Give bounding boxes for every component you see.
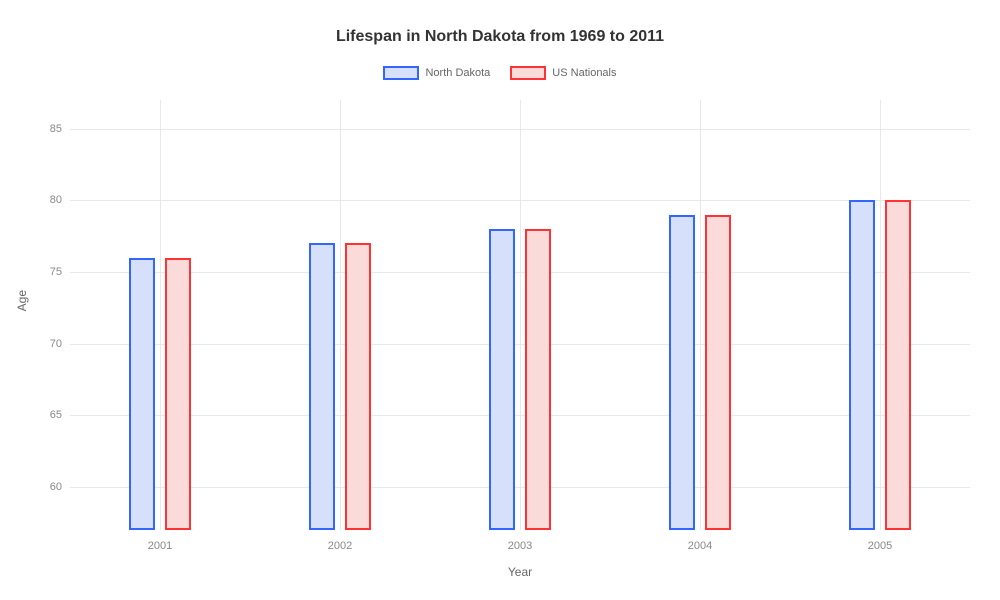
legend-label: US Nationals	[552, 67, 616, 79]
legend-item-us-nationals: US Nationals	[510, 66, 616, 80]
gridline-vertical	[700, 100, 701, 530]
y-tick-label: 65	[32, 409, 62, 421]
bar	[705, 215, 731, 530]
x-tick-label: 2001	[148, 540, 172, 552]
y-axis-label: Age	[15, 290, 29, 311]
legend-swatch	[510, 66, 546, 80]
chart-plot-area: 60657075808520012002200320042005	[70, 100, 970, 530]
legend-label: North Dakota	[425, 67, 490, 79]
x-axis-label: Year	[70, 565, 970, 579]
gridline-vertical	[880, 100, 881, 530]
bar	[309, 243, 335, 530]
bar	[525, 229, 551, 530]
y-tick-label: 60	[32, 481, 62, 493]
x-tick-label: 2004	[688, 540, 712, 552]
gridline-vertical	[340, 100, 341, 530]
y-tick-label: 75	[32, 266, 62, 278]
gridline-vertical	[520, 100, 521, 530]
chart-title: Lifespan in North Dakota from 1969 to 20…	[0, 0, 1000, 46]
legend: North Dakota US Nationals	[0, 66, 1000, 80]
bar	[165, 258, 191, 530]
bar	[129, 258, 155, 530]
x-tick-label: 2005	[868, 540, 892, 552]
bar	[489, 229, 515, 530]
bar	[849, 200, 875, 530]
bar	[885, 200, 911, 530]
y-tick-label: 70	[32, 338, 62, 350]
y-tick-label: 85	[32, 123, 62, 135]
gridline-vertical	[160, 100, 161, 530]
bar	[345, 243, 371, 530]
legend-swatch	[383, 66, 419, 80]
x-tick-label: 2002	[328, 540, 352, 552]
y-tick-label: 80	[32, 194, 62, 206]
legend-item-north-dakota: North Dakota	[383, 66, 490, 80]
x-tick-label: 2003	[508, 540, 532, 552]
bar	[669, 215, 695, 530]
